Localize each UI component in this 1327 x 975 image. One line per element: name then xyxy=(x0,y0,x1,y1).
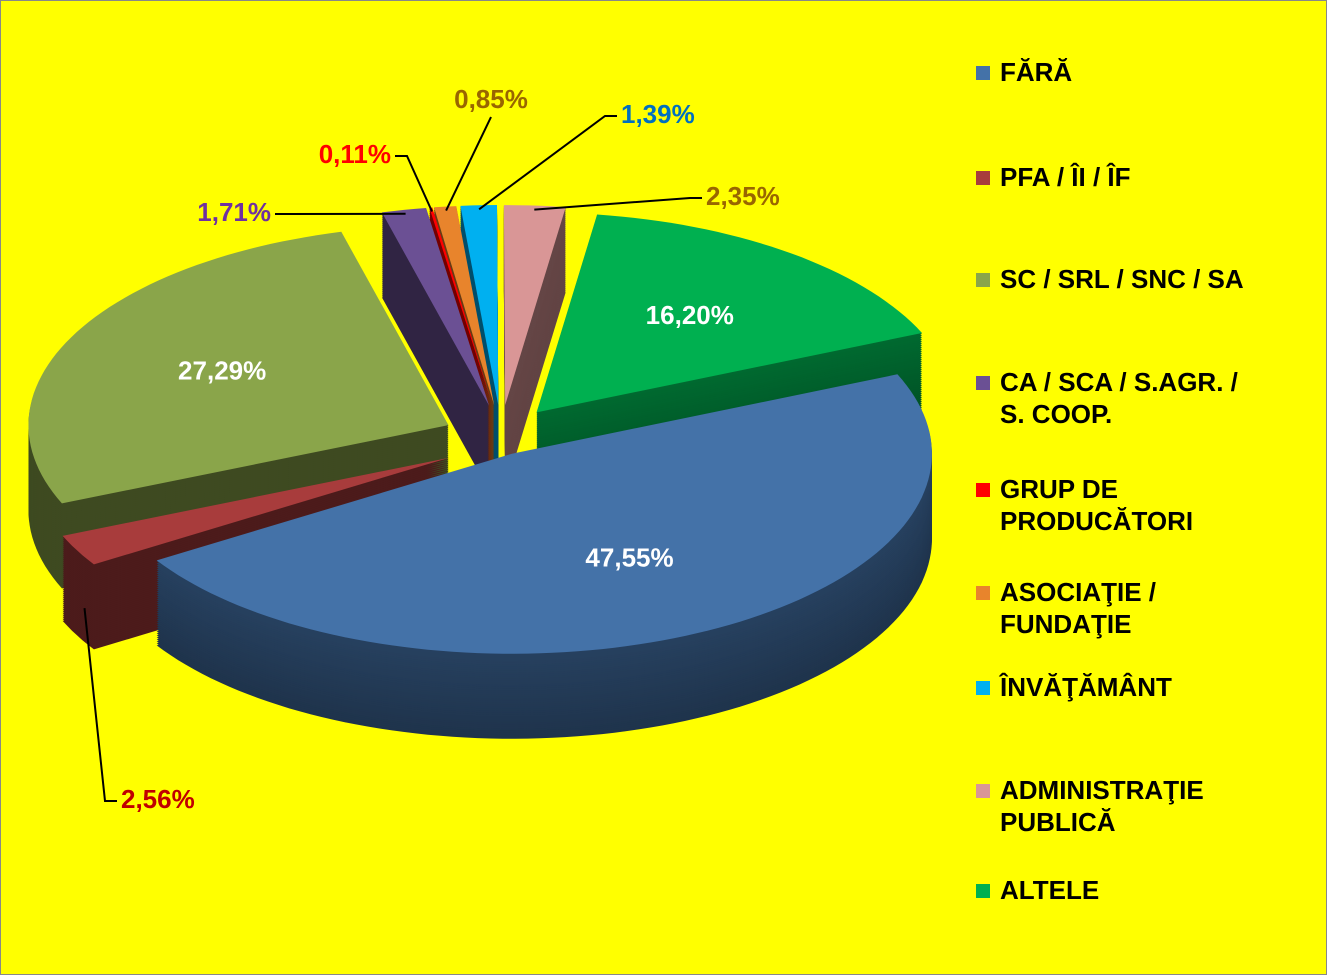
data-label: 16,20% xyxy=(646,300,734,330)
slice xyxy=(28,231,449,504)
slice xyxy=(381,208,490,406)
slice xyxy=(503,205,566,406)
leader-line xyxy=(395,155,433,212)
slice-side xyxy=(434,207,495,407)
legend-label: ASOCIAŢIE / FUNDAŢIE xyxy=(1000,577,1157,639)
legend-label: GRUP DE PRODUCĂTORI xyxy=(1000,474,1194,536)
slice-side xyxy=(429,212,493,411)
data-label: 2,35% xyxy=(706,181,780,211)
legend-label: CA / SCA / S.AGR. / S. COOP. xyxy=(1000,367,1238,429)
legend-swatch xyxy=(976,586,990,600)
slice xyxy=(536,214,922,413)
slice-side xyxy=(434,211,495,411)
slice xyxy=(156,374,932,654)
slice-side xyxy=(429,210,493,409)
leader-line xyxy=(83,607,117,802)
slice xyxy=(429,207,493,406)
leader-line xyxy=(478,115,617,211)
slice-side xyxy=(429,208,493,407)
legend-swatch xyxy=(976,884,990,898)
slice xyxy=(62,457,450,565)
legend-label: ÎNVĂŢĂMÂNT xyxy=(1000,672,1172,702)
leader-line xyxy=(445,116,492,212)
data-label: 1,39% xyxy=(621,99,695,129)
data-label: 2,56% xyxy=(121,784,195,814)
slice-side xyxy=(434,209,495,409)
leader-line xyxy=(534,197,702,211)
data-label: 0,85% xyxy=(454,84,528,114)
data-label: 1,71% xyxy=(197,197,271,227)
slice-side xyxy=(429,216,493,415)
legend-swatch xyxy=(976,483,990,497)
data-label: 47,55% xyxy=(585,543,673,573)
legend-label: PFA / ÎI / ÎF xyxy=(1000,162,1131,192)
legend-label: SC / SRL / SNC / SA xyxy=(1000,264,1244,294)
slice xyxy=(460,205,499,406)
legend-label: ALTELE xyxy=(1000,875,1100,905)
legend-swatch xyxy=(976,66,990,80)
legend-label: FĂRĂ xyxy=(1000,57,1073,87)
slice xyxy=(434,206,495,406)
legend-swatch xyxy=(976,376,990,390)
legend-swatch xyxy=(976,273,990,287)
slice-side xyxy=(429,214,493,413)
data-label: 0,11% xyxy=(319,139,391,169)
legend-swatch xyxy=(976,171,990,185)
legend-label: ADMINISTRAŢIE PUBLICĂ xyxy=(1000,775,1204,837)
data-label: 27,29% xyxy=(178,355,266,385)
legend-swatch xyxy=(976,681,990,695)
legend-swatch xyxy=(976,784,990,798)
